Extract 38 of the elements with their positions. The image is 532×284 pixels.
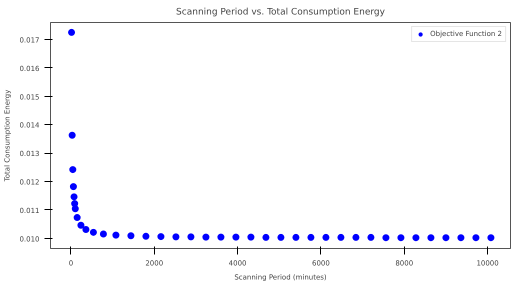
point bbox=[457, 234, 464, 242]
point bbox=[337, 234, 344, 241]
point bbox=[70, 183, 77, 190]
point bbox=[262, 234, 270, 241]
point bbox=[382, 234, 390, 242]
point bbox=[127, 232, 134, 240]
point bbox=[172, 233, 180, 240]
point bbox=[70, 193, 78, 200]
point bbox=[487, 234, 494, 242]
point bbox=[68, 132, 76, 139]
point bbox=[427, 234, 434, 242]
point bbox=[100, 230, 107, 238]
point bbox=[412, 234, 420, 242]
point bbox=[472, 234, 480, 242]
point bbox=[202, 234, 210, 241]
point bbox=[232, 234, 240, 241]
point bbox=[77, 222, 84, 229]
point bbox=[157, 233, 164, 240]
point bbox=[82, 226, 90, 233]
point bbox=[352, 234, 360, 241]
point bbox=[292, 234, 300, 241]
point bbox=[74, 214, 81, 222]
point bbox=[367, 234, 374, 241]
point bbox=[90, 228, 97, 236]
point bbox=[187, 233, 194, 240]
point bbox=[142, 232, 150, 240]
point bbox=[72, 205, 79, 212]
point bbox=[112, 232, 120, 239]
point bbox=[277, 234, 284, 241]
point bbox=[322, 234, 330, 241]
point bbox=[397, 234, 404, 242]
point bbox=[69, 166, 76, 174]
point bbox=[247, 234, 254, 241]
point bbox=[442, 234, 450, 242]
point bbox=[68, 28, 76, 36]
point bbox=[217, 234, 224, 241]
chart-title: Scanning Period vs. Total Consumption Energy bbox=[176, 8, 386, 18]
point bbox=[307, 234, 314, 241]
